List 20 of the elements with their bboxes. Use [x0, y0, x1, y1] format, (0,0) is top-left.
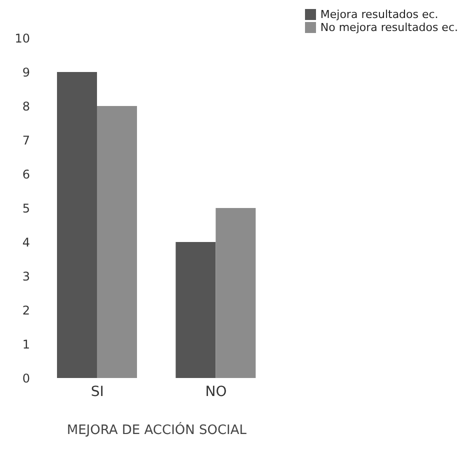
y-tick-label: 10: [14, 31, 30, 46]
y-tick-label: 9: [22, 65, 30, 80]
bar: [56, 72, 97, 378]
legend-label: Mejora resultados ec.: [320, 8, 438, 21]
x-axis-title: MEJORA DE ACCIÓN SOCIAL: [66, 421, 248, 438]
y-tick-label: 7: [22, 133, 30, 148]
bar: [176, 242, 216, 378]
bar: [216, 208, 256, 378]
bar: [96, 106, 137, 378]
y-tick-label: 6: [22, 167, 30, 182]
y-tick-label: 1: [22, 337, 30, 352]
y-tick-label: 8: [22, 99, 30, 114]
y-tick-label: 0: [22, 371, 30, 386]
y-tick-label: 5: [22, 201, 30, 216]
y-tick-label: 3: [22, 269, 30, 284]
y-tick-label: 2: [22, 303, 30, 318]
x-tick-label: NO: [205, 384, 227, 400]
legend-label: No mejora resultados ec.: [320, 21, 458, 34]
x-tick-label: SI: [90, 384, 104, 400]
y-tick-label: 4: [22, 235, 30, 250]
